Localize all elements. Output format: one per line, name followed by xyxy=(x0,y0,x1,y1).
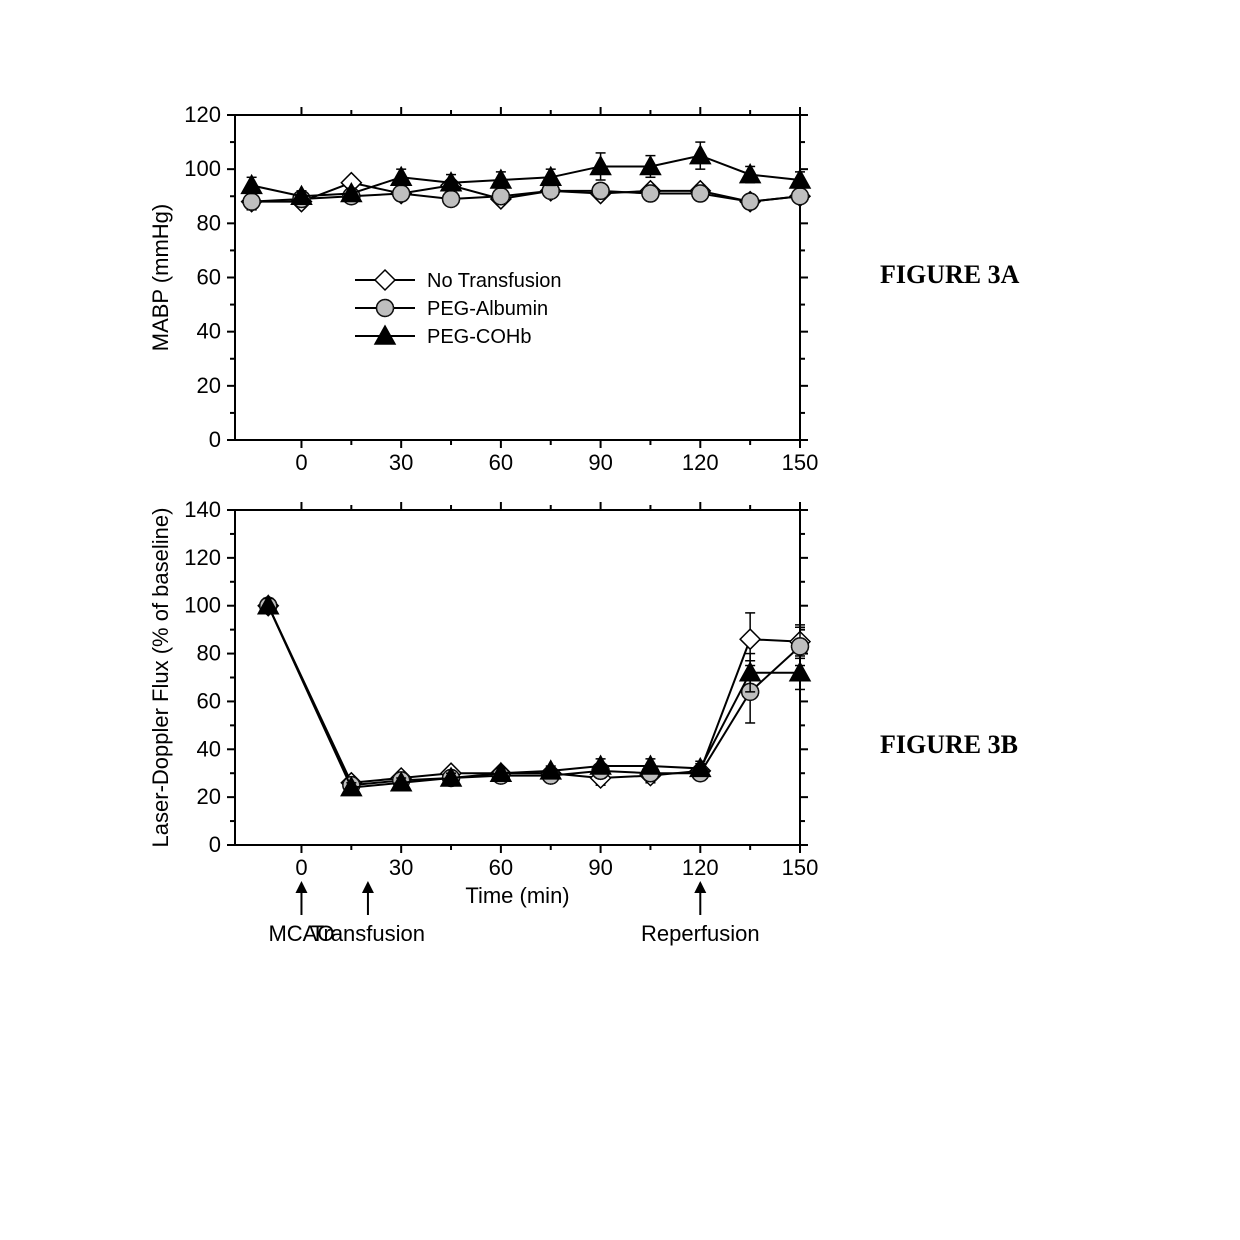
svg-text:0: 0 xyxy=(209,427,221,452)
svg-text:No Transfusion: No Transfusion xyxy=(427,270,562,292)
svg-text:0: 0 xyxy=(295,855,307,880)
svg-text:100: 100 xyxy=(184,156,221,181)
svg-text:120: 120 xyxy=(682,855,719,880)
svg-text:100: 100 xyxy=(184,593,221,618)
svg-text:80: 80 xyxy=(197,210,221,235)
svg-text:90: 90 xyxy=(588,855,612,880)
svg-text:40: 40 xyxy=(197,319,221,344)
svg-text:60: 60 xyxy=(489,855,513,880)
svg-text:120: 120 xyxy=(682,450,719,475)
svg-text:120: 120 xyxy=(184,545,221,570)
svg-text:Time (min): Time (min) xyxy=(465,478,569,480)
figure-3b-svg: 0 20 40 60 80 100 120 140 0 30 60 90 120 150 Laser-Dop… xyxy=(140,495,820,965)
figure-3a-svg: 0 20 40 60 80 100 120 0 30 60 90 120 150 MABP (mmHg) T… xyxy=(140,100,820,480)
svg-text:PEG-Albumin: PEG-Albumin xyxy=(427,298,548,320)
svg-text:Laser-Doppler Flux (% of basel: Laser-Doppler Flux (% of baseline) xyxy=(148,508,173,848)
svg-text:PEG-COHb: PEG-COHb xyxy=(427,326,531,348)
svg-text:Time (min): Time (min) xyxy=(465,883,569,908)
svg-text:Transfusion: Transfusion xyxy=(311,921,425,946)
svg-text:60: 60 xyxy=(197,688,221,713)
svg-text:40: 40 xyxy=(197,736,221,761)
svg-text:80: 80 xyxy=(197,641,221,666)
svg-text:0: 0 xyxy=(295,450,307,475)
svg-text:30: 30 xyxy=(389,450,413,475)
svg-text:120: 120 xyxy=(184,102,221,127)
svg-text:90: 90 xyxy=(588,450,612,475)
svg-text:30: 30 xyxy=(389,855,413,880)
figure-3b-label: FIGURE 3B xyxy=(880,730,1018,760)
figure-3a-label: FIGURE 3A xyxy=(880,260,1019,290)
svg-text:140: 140 xyxy=(184,497,221,522)
svg-text:20: 20 xyxy=(197,373,221,398)
svg-text:0: 0 xyxy=(209,832,221,857)
svg-text:60: 60 xyxy=(197,265,221,290)
svg-text:150: 150 xyxy=(782,450,819,475)
svg-text:20: 20 xyxy=(197,784,221,809)
chart-container: 0 20 40 60 80 100 120 0 30 60 90 120 150 MABP (mmHg) T… xyxy=(140,100,1140,970)
svg-text:60: 60 xyxy=(489,450,513,475)
svg-text:150: 150 xyxy=(782,855,819,880)
svg-text:MABP (mmHg): MABP (mmHg) xyxy=(148,204,173,352)
svg-text:Reperfusion: Reperfusion xyxy=(641,921,760,946)
